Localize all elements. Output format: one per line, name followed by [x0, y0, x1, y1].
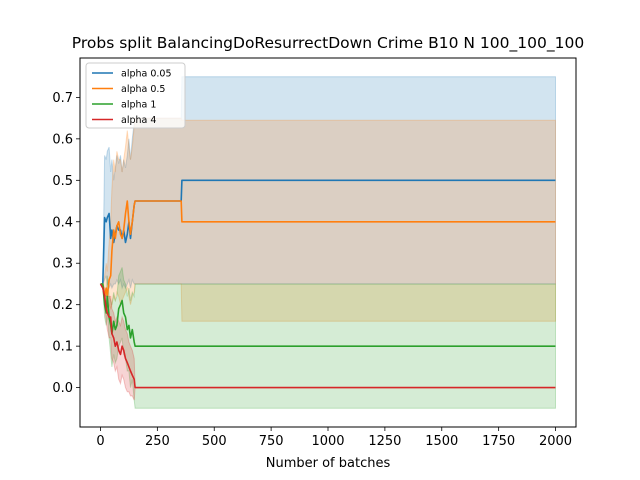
legend-label-3: alpha 4 — [121, 115, 156, 126]
y-tick-label: 0.4 — [52, 215, 73, 230]
y-tick-label: 0.2 — [52, 298, 73, 313]
band-series-3 — [99, 283, 556, 401]
x-tick-label: 2000 — [539, 434, 572, 449]
chart-title: Probs split BalancingDoResurrectDown Cri… — [72, 34, 584, 53]
x-tick-label: 500 — [202, 434, 227, 449]
line-series-3 — [99, 283, 556, 389]
x-tick-label: 0 — [96, 434, 104, 449]
x-tick-label: 250 — [145, 434, 170, 449]
y-tick-label: 0.0 — [52, 381, 73, 396]
x-tick-label: 750 — [259, 434, 284, 449]
legend-label-1: alpha 0.5 — [121, 84, 165, 95]
y-axis: 0.0 0.1 0.2 0.3 0.4 0.5 0.6 0.7 — [52, 91, 80, 396]
line-series-1 — [100, 200, 556, 298]
legend-label-2: alpha 1 — [121, 100, 156, 111]
y-tick-label: 0.3 — [52, 257, 73, 272]
legend: alpha 0.05 alpha 0.5 alpha 1 alpha 4 — [85, 62, 186, 129]
y-tick-label: 0.6 — [52, 132, 73, 147]
x-tick-label: 1750 — [482, 434, 515, 449]
confidence-bands — [99, 76, 556, 409]
x-axis: 0 250 500 750 1000 1250 1500 1750 2000 — [96, 427, 572, 449]
y-tick-label: 0.1 — [52, 340, 73, 355]
series-lines — [99, 179, 556, 389]
x-tick-label: 1500 — [425, 434, 458, 449]
y-tick-label: 0.7 — [52, 91, 73, 106]
legend-label-0: alpha 0.05 — [121, 69, 172, 80]
x-tick-label: 1250 — [368, 434, 401, 449]
legend-box — [85, 62, 186, 129]
x-axis-label: Number of batches — [266, 456, 391, 471]
x-tick-label: 1000 — [311, 434, 344, 449]
y-tick-label: 0.5 — [52, 174, 73, 189]
